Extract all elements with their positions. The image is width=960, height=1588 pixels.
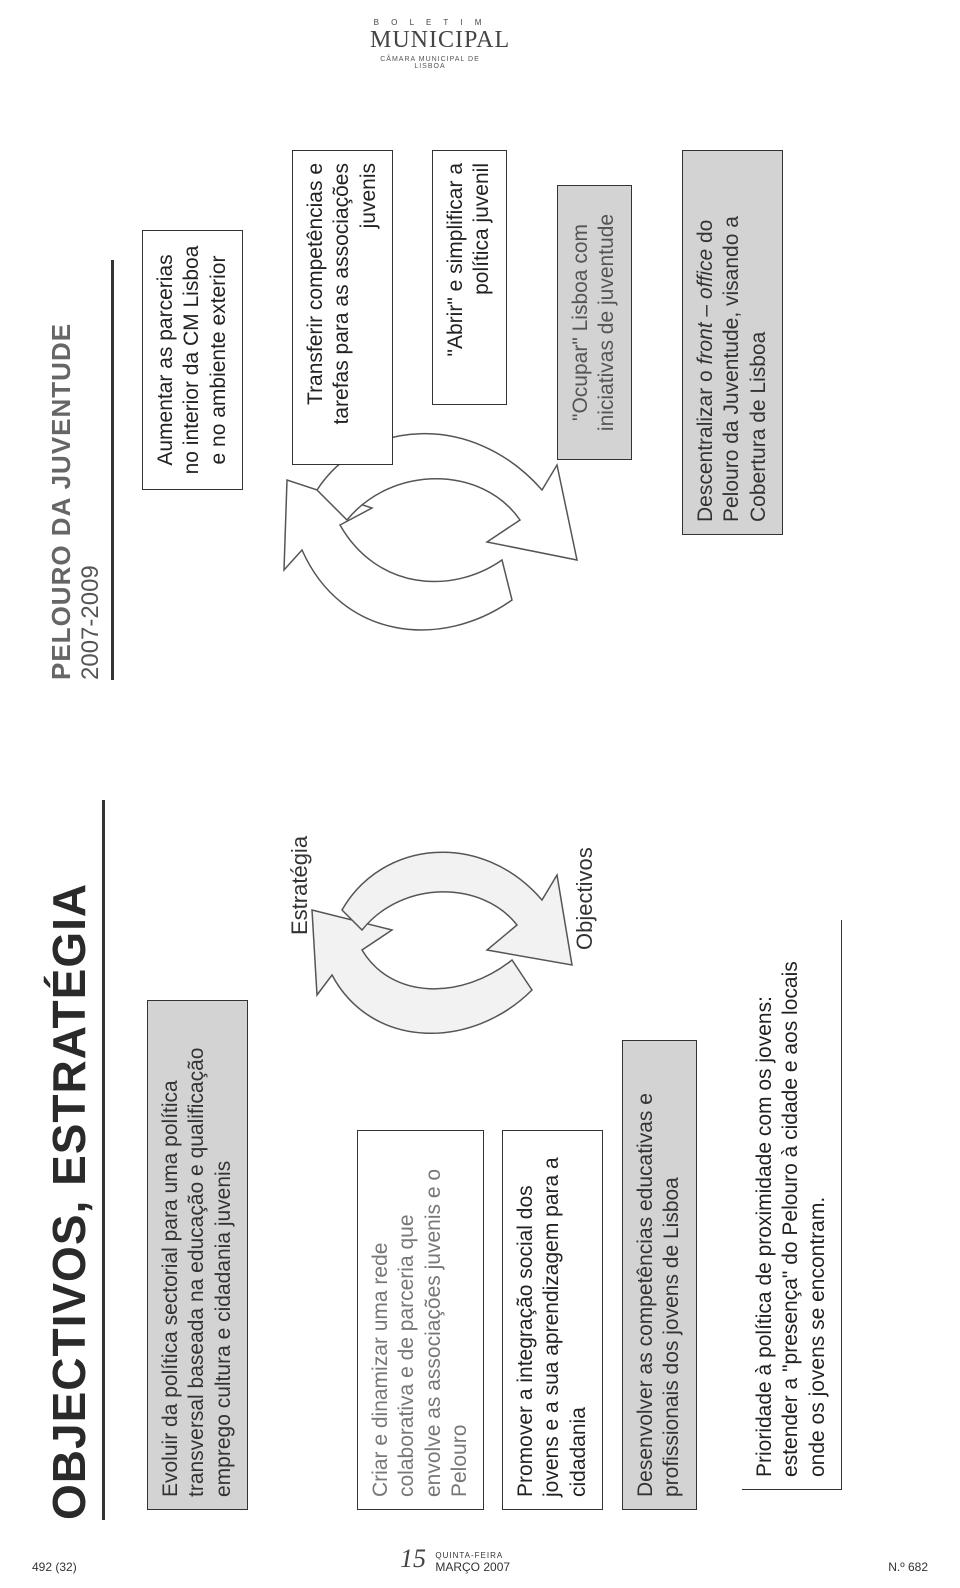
box-desenvolver: Desenvolver as competências educativas e… [622, 1040, 697, 1510]
diagram-rotated: OBJECTIVOS, ESTRATÉGIA PELOURO DA JUVENT… [42, 60, 918, 1520]
box-ocupar: "Ocupar" Lisboa com iniciativas de juven… [557, 185, 632, 460]
footer-right: N.º 682 [888, 1560, 928, 1574]
footer-center: 15 QUINTA-FEIRA MARÇO 2007 [400, 1544, 510, 1574]
descentralizar-em: front – office [694, 249, 717, 365]
box-aumentar: Aumentar as parcerias no interior da CM … [142, 230, 243, 490]
footer: 492 (32) 15 QUINTA-FEIRA MARÇO 2007 N.º … [0, 1540, 960, 1574]
descentralizar-t1: Descentralizar o [694, 364, 717, 522]
box-criar: Criar e dinamizar uma rede colaborativa … [357, 1130, 484, 1510]
arrow-objectivos-icon [342, 852, 572, 965]
box-promover: Promover a integração social dos jovens … [502, 1130, 603, 1510]
box-evoluir: Evoluir da política sectorial para uma p… [147, 1000, 248, 1510]
box-prioridade: Prioridade à política de proximidade com… [742, 920, 842, 1490]
footer-pagenum: 15 [400, 1544, 426, 1574]
subtitle: PELOURO DA JUVENTUDE [46, 260, 77, 680]
footer-weekday: QUINTA-FEIRA [435, 1552, 510, 1560]
footer-left: 492 (32) [32, 1560, 77, 1574]
years: 2007-2009 [77, 260, 105, 680]
arrow-right-top-icon [284, 480, 512, 630]
masthead-small: B O L E T I M [370, 18, 490, 27]
footer-date: MARÇO 2007 [435, 1560, 510, 1574]
label-estrategia: Estratégia [287, 836, 313, 935]
box-descentralizar: Descentralizar o front – office do Pelou… [682, 150, 783, 535]
masthead-title: MUNICIPAL [370, 27, 490, 54]
page: B O L E T I M MUNICIPAL CÂMARA MUNICIPAL… [0, 0, 960, 1588]
page-title: OBJECTIVOS, ESTRATÉGIA [42, 800, 96, 1520]
box-abrir: "Abrir" e simplificar a política juvenil [432, 150, 507, 405]
arrow-estrategia-icon [312, 910, 532, 1033]
box-transferir: Transferir competências e tarefas para a… [292, 150, 393, 465]
label-objectivos: Objectivos [572, 847, 598, 950]
